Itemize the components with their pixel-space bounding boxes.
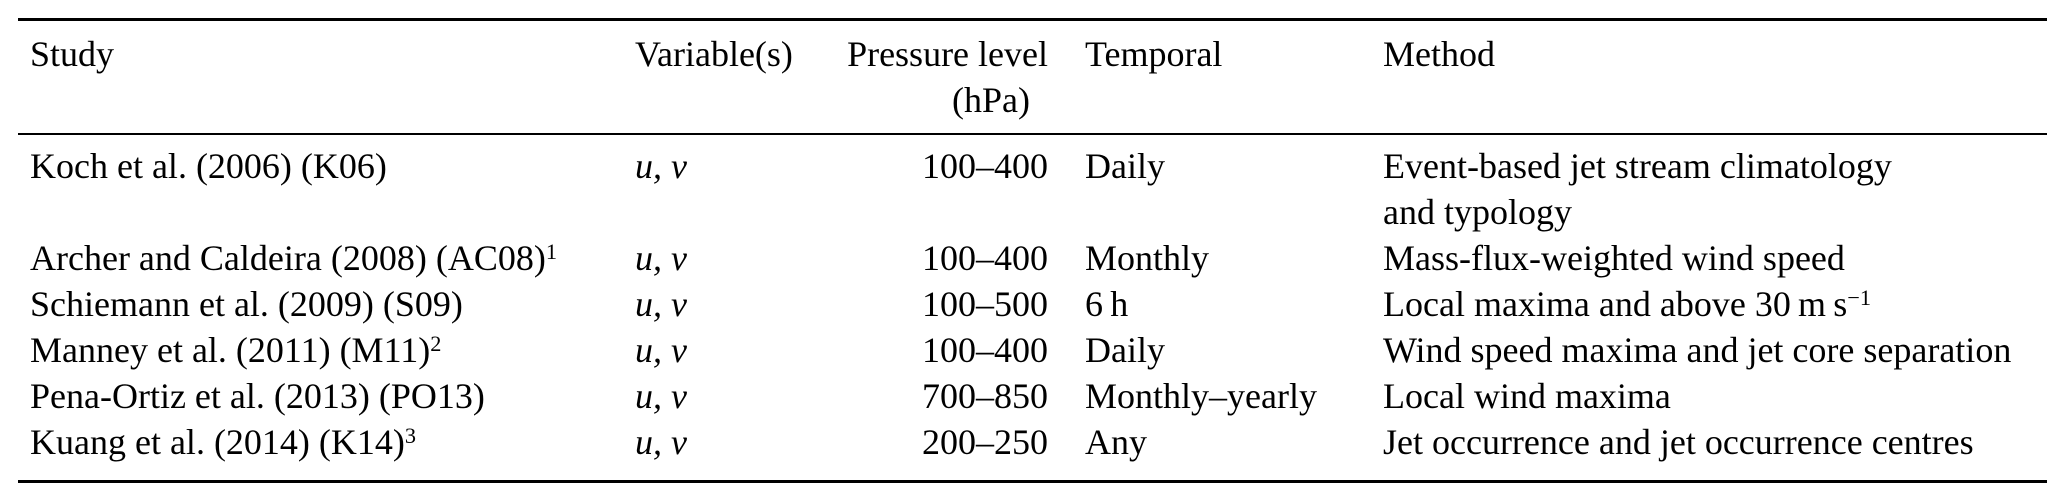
method-superscript: −1 bbox=[1847, 284, 1872, 310]
variables-header: Variable(s) bbox=[635, 34, 793, 74]
temporal-cell: Daily bbox=[1085, 146, 1165, 186]
study-footnote-marker: 1 bbox=[545, 238, 557, 264]
method-line1: Local wind maxima bbox=[1383, 373, 2047, 419]
table-body: Koch et al. (2006) (K06) u, v 100–400 Da… bbox=[18, 135, 2047, 480]
temporal-cell: Daily bbox=[1085, 330, 1165, 370]
method-text: Mass-flux-weighted wind speed bbox=[1383, 238, 1845, 278]
study-text: Kuang et al. (2014) (K14) bbox=[30, 422, 405, 462]
variables-text: u, v bbox=[635, 146, 687, 186]
pressure-header-line1: Pressure level bbox=[847, 34, 1048, 74]
variables-text: u, v bbox=[635, 422, 687, 462]
method-text: Local maxima and above 30 m s bbox=[1383, 284, 1848, 324]
pressure-cell: 200–250 bbox=[922, 422, 1048, 462]
temporal-cell: Monthly bbox=[1085, 238, 1210, 278]
variables-text: u, v bbox=[635, 284, 687, 324]
table-row: Kuang et al. (2014) (K14)3 u, v 200–250 … bbox=[18, 419, 2047, 465]
pressure-header-unit: (hPa) bbox=[952, 80, 1030, 120]
pressure-cell: 100–400 bbox=[922, 146, 1048, 186]
method-cell: Jet occurrence and jet occurrence centre… bbox=[1383, 419, 2047, 465]
variables-cell: u, v bbox=[635, 281, 770, 327]
method-cell: Wind speed maxima and jet core separatio… bbox=[1383, 327, 2047, 373]
table-row: Archer and Caldeira (2008) (AC08)1 u, v … bbox=[18, 235, 2047, 281]
study-cell: Koch et al. (2006) (K06) bbox=[18, 143, 635, 189]
study-footnote-marker: 2 bbox=[430, 330, 442, 356]
pressure-header: Pressure level (hPa) bbox=[770, 31, 1048, 123]
study-cell: Kuang et al. (2014) (K14)3 bbox=[18, 419, 635, 465]
temporal-header: Temporal bbox=[1085, 34, 1223, 74]
table-row: Schiemann et al. (2009) (S09) u, v 100–5… bbox=[18, 281, 2047, 327]
pressure-cell: 700–850 bbox=[922, 376, 1048, 416]
variables-cell: u, v bbox=[635, 235, 770, 281]
study-cell: Schiemann et al. (2009) (S09) bbox=[18, 281, 635, 327]
variables-cell: u, v bbox=[635, 419, 770, 465]
variables-cell: u, v bbox=[635, 143, 770, 189]
method-line1: Local maxima and above 30 m s−1 bbox=[1383, 281, 2047, 327]
temporal-cell: Any bbox=[1085, 422, 1147, 462]
variables-text: u, v bbox=[635, 238, 687, 278]
study-footnote-marker: 3 bbox=[404, 422, 417, 448]
variables-cell: u, v bbox=[635, 327, 770, 373]
variables-text: u, v bbox=[635, 330, 687, 370]
study-header: Study bbox=[30, 34, 115, 74]
study-cell: Archer and Caldeira (2008) (AC08)1 bbox=[18, 235, 635, 281]
method-line1: Mass-flux-weighted wind speed bbox=[1383, 235, 2047, 281]
table-row: Koch et al. (2006) (K06) u, v 100–400 Da… bbox=[18, 143, 2047, 235]
method-line1: Wind speed maxima and jet core separatio… bbox=[1383, 327, 2047, 373]
table-row: Pena-Ortiz et al. (2013) (PO13) u, v 700… bbox=[18, 373, 2047, 419]
method-text: Local wind maxima bbox=[1383, 376, 1671, 416]
method-line1: Jet occurrence and jet occurrence centre… bbox=[1383, 419, 2047, 465]
method-line2: and typology bbox=[1383, 192, 1572, 232]
table-top-rule bbox=[18, 18, 2047, 21]
study-text: Pena-Ortiz et al. (2013) (PO13) bbox=[30, 376, 485, 416]
method-text: Wind speed maxima and jet core separatio… bbox=[1383, 330, 2012, 370]
method-cell: Local maxima and above 30 m s−1 bbox=[1383, 281, 2047, 327]
temporal-cell: 6 h bbox=[1085, 284, 1129, 324]
method-cell: Mass-flux-weighted wind speed bbox=[1383, 235, 2047, 281]
study-text: Schiemann et al. (2009) (S09) bbox=[30, 284, 463, 324]
table-header-row: Study Variable(s) Pressure level (hPa) T… bbox=[18, 21, 2047, 133]
study-text: Manney et al. (2011) (M11) bbox=[30, 330, 431, 370]
method-line1: Event-based jet stream climatology bbox=[1383, 143, 2047, 189]
variables-text: u, v bbox=[635, 376, 687, 416]
method-cell: Local wind maxima bbox=[1383, 373, 2047, 419]
method-header: Method bbox=[1383, 34, 1495, 74]
table-row: Manney et al. (2011) (M11)2 u, v 100–400… bbox=[18, 327, 2047, 373]
study-text: Koch et al. (2006) (K06) bbox=[30, 146, 387, 186]
study-text: Archer and Caldeira (2008) (AC08) bbox=[30, 238, 546, 278]
pressure-cell: 100–400 bbox=[922, 238, 1048, 278]
table-bottom-rule bbox=[18, 480, 2047, 483]
table-header-rule bbox=[18, 133, 2047, 135]
variables-cell: u, v bbox=[635, 373, 770, 419]
method-text: Event-based jet stream climatology bbox=[1383, 146, 1892, 186]
method-cell: Event-based jet stream climatology and t… bbox=[1383, 143, 2047, 235]
study-cell: Pena-Ortiz et al. (2013) (PO13) bbox=[18, 373, 635, 419]
pressure-cell: 100–500 bbox=[922, 284, 1048, 324]
method-text: Jet occurrence and jet occurrence centre… bbox=[1383, 422, 1974, 462]
temporal-cell: Monthly–yearly bbox=[1085, 376, 1317, 416]
study-methods-table: Study Variable(s) Pressure level (hPa) T… bbox=[18, 18, 2047, 483]
study-cell: Manney et al. (2011) (M11)2 bbox=[18, 327, 635, 373]
pressure-cell: 100–400 bbox=[922, 330, 1048, 370]
